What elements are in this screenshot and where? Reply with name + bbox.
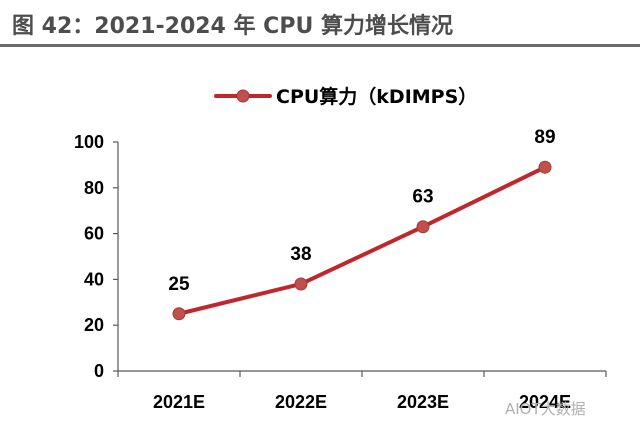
title-divider xyxy=(0,44,640,47)
legend-label: CPU算力（kDIMPS） xyxy=(276,85,477,108)
legend-marker xyxy=(236,89,250,103)
data-point xyxy=(294,277,308,291)
figure-title: 图 42：2021-2024 年 CPU 算力增长情况 xyxy=(12,14,453,39)
x-tick-label: 2021E xyxy=(153,392,205,412)
y-tick-label: 100 xyxy=(74,132,104,152)
y-tick-label: 60 xyxy=(84,224,104,244)
y-tick-label: 20 xyxy=(84,315,104,335)
x-tick-label: 2023E xyxy=(397,392,449,412)
data-label: 63 xyxy=(412,187,433,208)
data-label: 38 xyxy=(290,244,311,265)
y-tick-label: 0 xyxy=(94,361,104,381)
data-label: 89 xyxy=(534,127,555,148)
data-point xyxy=(172,307,186,321)
y-tick-label: 40 xyxy=(84,269,104,289)
x-tick-label: 2024E xyxy=(519,392,571,412)
x-tick-label: 2022E xyxy=(275,392,327,412)
data-point xyxy=(416,220,430,234)
y-tick-label: 80 xyxy=(84,178,104,198)
watermark: AIOT大数据 xyxy=(505,400,586,418)
series-line-cpu xyxy=(177,165,547,316)
data-point xyxy=(538,160,552,174)
data-label: 25 xyxy=(168,274,190,295)
